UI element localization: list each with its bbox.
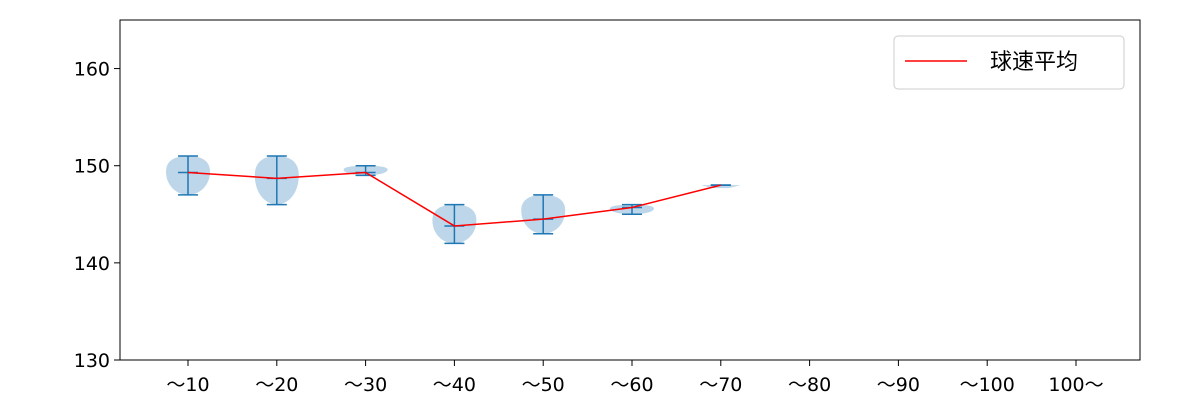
x-tick-label: ～40 <box>433 374 476 396</box>
x-tick-label: ～70 <box>699 374 742 396</box>
y-axis: 130 140 150 160 <box>74 59 120 372</box>
violins-layer <box>166 155 741 245</box>
x-tick-label: ～10 <box>166 374 209 396</box>
mean-line <box>187 171 721 227</box>
x-tick-label: 100～ <box>1048 374 1103 396</box>
legend-label: 球速平均 <box>990 50 1078 75</box>
legend-box <box>893 35 1125 90</box>
x-tick-label: ～60 <box>610 374 653 396</box>
y-tick-label: 140 <box>74 253 110 275</box>
y-tick-label: 160 <box>74 59 110 81</box>
legend: 球速平均 <box>893 35 1125 90</box>
plot-frame <box>119 19 1141 361</box>
y-tick-label: 150 <box>74 156 110 178</box>
x-axis: ～10 ～20 ～30 ～40 ～50 ～60 ～70 ～80 ～90 ～100 100～ <box>166 360 1104 396</box>
x-tick-label: ～100 <box>960 374 1015 396</box>
x-tick-label: ～30 <box>344 374 387 396</box>
mean-line-layer <box>187 171 721 227</box>
x-tick-label: ～20 <box>255 374 298 396</box>
y-tick-label: 130 <box>74 350 110 372</box>
x-tick-label: ～80 <box>788 374 831 396</box>
x-tick-label: ～50 <box>522 374 565 396</box>
x-tick-label: ～90 <box>877 374 920 396</box>
